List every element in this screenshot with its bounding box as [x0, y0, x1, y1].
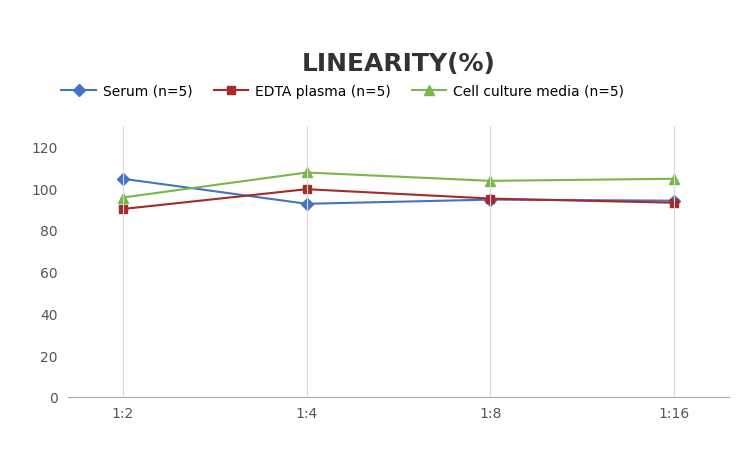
Cell culture media (n=5) — [486, 179, 495, 184]
Serum (n=5) — [670, 198, 679, 204]
Title: LINEARITY(%): LINEARITY(%) — [302, 52, 496, 76]
Cell culture media (n=5) — [302, 170, 311, 176]
Serum (n=5) — [486, 198, 495, 203]
Serum (n=5) — [118, 177, 127, 182]
Legend: Serum (n=5), EDTA plasma (n=5), Cell culture media (n=5): Serum (n=5), EDTA plasma (n=5), Cell cul… — [62, 84, 624, 98]
Cell culture media (n=5) — [118, 195, 127, 201]
Line: Serum (n=5): Serum (n=5) — [119, 175, 678, 208]
Line: EDTA plasma (n=5): EDTA plasma (n=5) — [119, 186, 678, 214]
EDTA plasma (n=5) — [670, 201, 679, 206]
EDTA plasma (n=5) — [302, 187, 311, 193]
EDTA plasma (n=5) — [486, 197, 495, 202]
Serum (n=5) — [302, 202, 311, 207]
Line: Cell culture media (n=5): Cell culture media (n=5) — [118, 168, 679, 203]
EDTA plasma (n=5) — [118, 207, 127, 212]
Cell culture media (n=5) — [670, 177, 679, 182]
